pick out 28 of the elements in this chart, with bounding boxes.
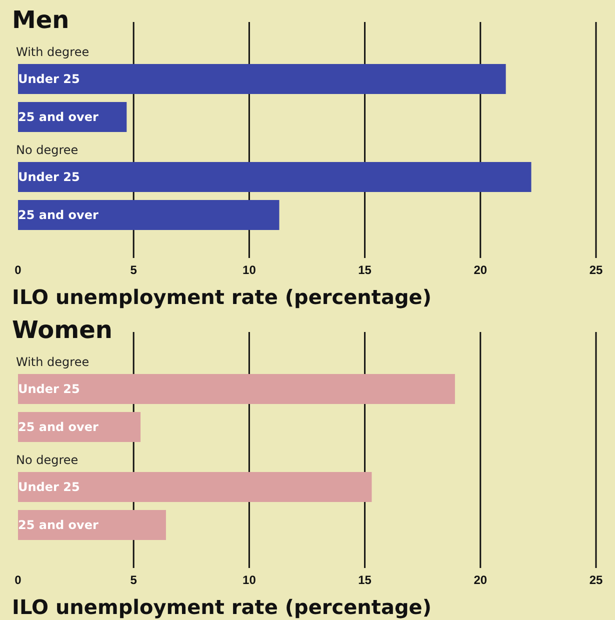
x-axis-title: ILO unemployment rate (percentage) — [12, 285, 432, 309]
annotation: No degree — [16, 453, 78, 467]
y-tick-label: 25 and over — [18, 420, 98, 434]
chart-title: Men — [12, 6, 70, 34]
y-tick-label: Under 25 — [18, 480, 80, 494]
x-tick-label: 25 — [589, 572, 603, 587]
x-tick-label: 20 — [474, 572, 488, 587]
x-tick-label: 0 — [14, 572, 22, 587]
x-tick-label: 0 — [14, 262, 22, 277]
y-tick-label: 25 and over — [18, 208, 98, 222]
y-tick-label: Under 25 — [18, 72, 80, 86]
y-tick-label: 25 and over — [18, 518, 98, 532]
y-tick-label: 25 and over — [18, 110, 98, 124]
chart-title: Women — [12, 316, 112, 344]
x-tick-label: 10 — [242, 262, 256, 277]
x-tick-label: 15 — [358, 572, 372, 587]
x-axis-title: ILO unemployment rate (percentage) — [12, 595, 432, 619]
y-tick-label: Under 25 — [18, 382, 80, 396]
x-tick-label: 25 — [589, 262, 603, 277]
x-tick-label: 5 — [130, 262, 138, 277]
x-tick-label: 10 — [242, 572, 256, 587]
annotation: No degree — [16, 143, 78, 157]
x-tick-label: 15 — [358, 262, 372, 277]
y-tick-label: Under 25 — [18, 170, 80, 184]
x-tick-label: 5 — [130, 572, 138, 587]
x-tick-label: 20 — [474, 262, 488, 277]
annotation: With degree — [16, 355, 90, 369]
annotation: With degree — [16, 45, 90, 59]
